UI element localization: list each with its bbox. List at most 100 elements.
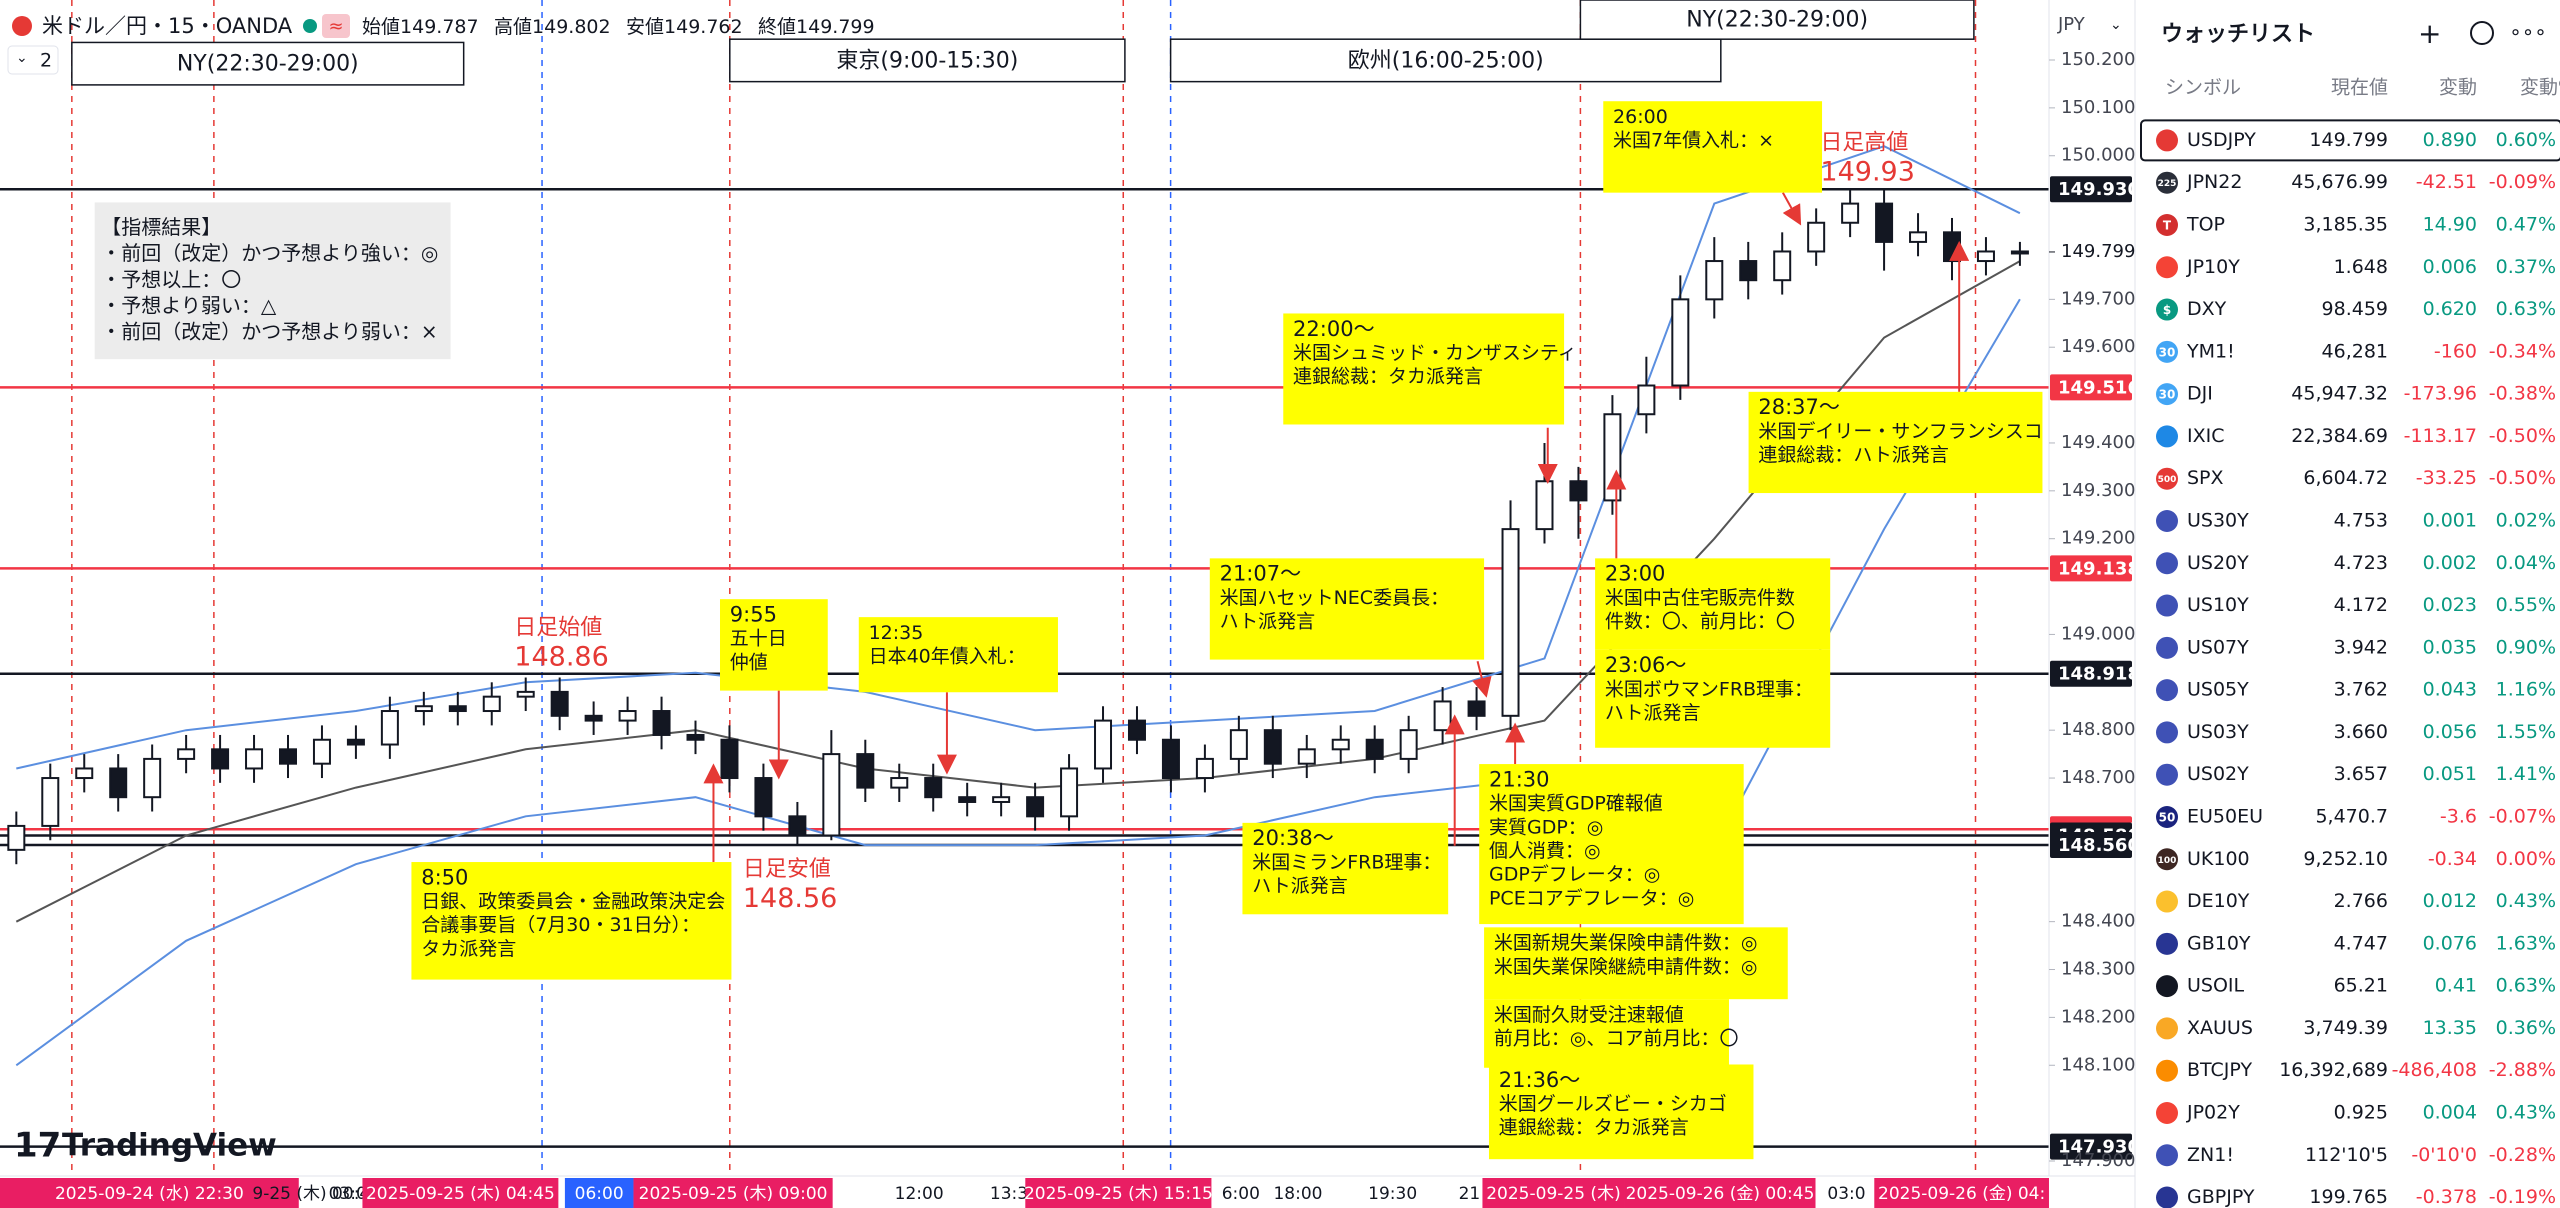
symbol-icon xyxy=(12,16,32,36)
watchlist-title[interactable]: ウォッチリスト xyxy=(2161,22,2315,47)
row-symbol[interactable]: DJI xyxy=(2187,383,2213,405)
row-symbol[interactable]: US05Y xyxy=(2187,679,2249,701)
row-symbol[interactable]: EU50EU xyxy=(2187,805,2263,827)
candle-body xyxy=(211,748,230,770)
annotation-text: ハト派発言 xyxy=(1220,611,1316,633)
row-symbol[interactable]: YM1! xyxy=(2186,340,2235,362)
annotation-box xyxy=(1595,558,1831,650)
selected-row[interactable] xyxy=(2140,119,2560,162)
candle-body xyxy=(1229,729,1248,760)
row-symbol[interactable]: USOIL xyxy=(2187,975,2245,997)
row-symbol[interactable]: BTCJPY xyxy=(2187,1059,2252,1081)
row-change: -173.96 xyxy=(2404,383,2477,405)
row-symbol[interactable]: US07Y xyxy=(2187,636,2249,658)
annotation-text: 米国新規失業保険申請件数：◎ xyxy=(1494,932,1758,954)
row-pct: -0.19% xyxy=(2489,1186,2556,1208)
row-pct: -2.88% xyxy=(2489,1059,2556,1081)
time-highlight xyxy=(1482,1178,1625,1208)
annotation-text: 21:07～ xyxy=(1220,562,1302,586)
row-icon xyxy=(2156,932,2178,955)
watchlist-panel xyxy=(2135,0,2560,1208)
annotation-text: 五十日 xyxy=(730,628,787,650)
row-icon xyxy=(2156,721,2178,744)
watchlist-icon[interactable] xyxy=(2470,21,2494,45)
y-tick-label: 148.200 xyxy=(2061,1006,2135,1027)
row-symbol[interactable]: US20Y xyxy=(2187,552,2249,574)
row-icon xyxy=(2156,298,2178,321)
level-label: 148.918 xyxy=(2058,664,2140,685)
row-icon xyxy=(2156,1059,2178,1082)
annotation-box xyxy=(1242,822,1449,915)
row-symbol[interactable]: USDJPY xyxy=(2187,129,2256,151)
annotation-text: ハト派発言 xyxy=(1252,875,1348,897)
candle-body xyxy=(1127,719,1146,741)
row-change: -160 xyxy=(2434,340,2477,362)
row-symbol[interactable]: GB10Y xyxy=(2187,932,2251,954)
row-symbol[interactable]: ZN1! xyxy=(2187,1144,2234,1166)
annotation-text: 12:35 xyxy=(869,622,924,644)
row-change: -0.34 xyxy=(2428,848,2477,870)
row-icon xyxy=(2156,1101,2178,1124)
ohlc-value: 149.799 xyxy=(796,16,875,38)
row-symbol[interactable]: IXIC xyxy=(2187,425,2225,447)
row-icon-text: 30 xyxy=(2159,345,2176,359)
candle-body xyxy=(1331,738,1350,751)
interval-button[interactable] xyxy=(7,45,59,75)
row-price: 0.925 xyxy=(2334,1101,2388,1123)
y-tick-label: 149.700 xyxy=(2061,288,2135,309)
row-symbol[interactable]: US30Y xyxy=(2187,509,2249,531)
candle-body xyxy=(1297,748,1316,765)
row-pct: 1.16% xyxy=(2496,679,2556,701)
watchlist-icons: + xyxy=(2418,17,2441,50)
row-symbol[interactable]: XAUUS xyxy=(2187,1017,2253,1039)
time-label: 9-25 (木) 00:45 xyxy=(252,1184,381,1204)
candle-body xyxy=(1535,480,1554,531)
candle-body xyxy=(618,710,637,722)
logo: TradingView xyxy=(62,1128,277,1164)
column-header: 変動% xyxy=(2520,77,2560,99)
row-symbol[interactable]: TOP xyxy=(2186,213,2225,235)
time-label: 2025-09-25 (木) 09:00 xyxy=(639,1184,828,1204)
candle-body xyxy=(380,710,399,746)
session-label: 東京(9:00-15:30) xyxy=(836,48,1018,73)
level-badge xyxy=(2050,374,2132,401)
annotation-text: 9:55 xyxy=(730,603,777,627)
candle-body xyxy=(2010,250,2029,255)
candle-body xyxy=(1909,231,1928,243)
row-symbol[interactable]: UK100 xyxy=(2187,848,2250,870)
time-highlight xyxy=(1624,1178,1816,1208)
row-symbol[interactable]: JP02Y xyxy=(2186,1101,2240,1123)
row-symbol[interactable]: US03Y xyxy=(2187,721,2249,743)
row-symbol[interactable]: DXY xyxy=(2187,298,2227,320)
symbol: 米ドル／円・15・OANDA xyxy=(42,14,293,38)
ohlc-value: 149.762 xyxy=(664,16,743,38)
row-icon xyxy=(2156,129,2178,152)
row-symbol[interactable]: US10Y xyxy=(2187,594,2249,616)
row-symbol[interactable]: DE10Y xyxy=(2187,890,2250,912)
status-icon: ≈ xyxy=(328,16,343,37)
row-change: 0.023 xyxy=(2423,594,2477,616)
row-price: 112'10'5 xyxy=(2305,1144,2388,1166)
candle-body xyxy=(346,738,365,746)
row-pct: -0.50% xyxy=(2489,425,2556,447)
row-icon-text: 50 xyxy=(2159,810,2176,824)
row-symbol[interactable]: US02Y xyxy=(2187,763,2249,785)
row-icon xyxy=(2156,848,2178,871)
row-symbol[interactable]: SPX xyxy=(2187,467,2224,489)
time-highlight xyxy=(1025,1178,1212,1208)
row-icon xyxy=(2156,763,2178,786)
annotation-text: 件数：〇、前月比：〇 xyxy=(1605,611,1795,633)
row-change: 0.051 xyxy=(2423,763,2477,785)
legend-title: 【指標結果】 xyxy=(101,215,221,239)
row-symbol[interactable]: JPN22 xyxy=(2186,171,2242,193)
row-icon xyxy=(2156,467,2178,490)
row-symbol[interactable]: GBPJPY xyxy=(2187,1186,2255,1208)
row-pct: 1.63% xyxy=(2496,932,2556,954)
ohlc-item: 始値149.787 xyxy=(362,16,479,38)
row-change: -42.51 xyxy=(2416,171,2477,193)
row-price: 4.747 xyxy=(2334,932,2388,954)
time-highlight xyxy=(0,1178,299,1208)
annotation-text: 米国中古住宅販売件数 xyxy=(1605,587,1795,609)
row-symbol[interactable]: JP10Y xyxy=(2186,256,2240,278)
